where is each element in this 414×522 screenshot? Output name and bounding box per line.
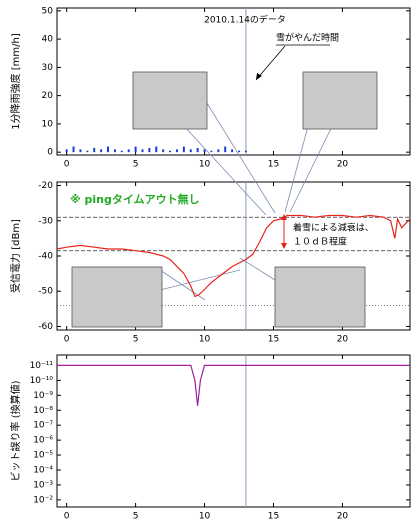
bar — [210, 150, 213, 153]
y-tick-label: 10⁻⁴ — [33, 465, 53, 475]
bar — [100, 149, 103, 153]
y-tick-label: 10⁻¹⁰ — [30, 376, 54, 386]
y-tick-label: -20 — [38, 181, 53, 191]
connector — [159, 269, 241, 291]
y-tick-label: 50 — [42, 6, 54, 16]
x-tick-label: 20 — [337, 512, 349, 522]
bar — [175, 149, 178, 153]
annotation: 着雪による減衰は、 — [293, 222, 374, 234]
y-axis-label: 1分降雨強度 [mm/h] — [9, 33, 22, 130]
x-tick-label: 0 — [64, 512, 70, 522]
bar — [72, 146, 75, 153]
annotation-arrow — [255, 45, 286, 81]
x-tick-label: 10 — [199, 335, 211, 345]
bar — [79, 149, 82, 153]
chart-title: 2010.1.14のデータ — [204, 14, 286, 26]
bar — [217, 149, 220, 153]
x-tick-label: 20 — [337, 335, 349, 345]
x-tick-label: 15 — [268, 335, 279, 345]
y-tick-label: 10⁻⁵ — [33, 451, 53, 461]
y-tick-label: 30 — [42, 63, 54, 73]
bar — [134, 146, 137, 153]
x-tick-label: 15 — [268, 160, 279, 170]
y-axis-label: 受信電力 [dBm] — [9, 219, 22, 293]
x-tick-label: 10 — [199, 512, 211, 522]
y-axis-label: ビット誤り率 (換算値) — [9, 380, 22, 481]
plot-frame — [56, 354, 411, 508]
bar — [127, 149, 130, 153]
x-tick-label: 15 — [268, 512, 279, 522]
arrow-head — [256, 73, 262, 80]
bar — [113, 149, 116, 153]
x-tick-label: 0 — [64, 160, 70, 170]
plot-frame — [56, 7, 411, 156]
connector — [204, 99, 276, 214]
bar — [107, 146, 110, 153]
x-tick-label: 5 — [133, 160, 139, 170]
y-tick-label: 10⁻¹¹ — [30, 361, 54, 371]
photo — [132, 71, 208, 130]
y-tick-label: 0 — [47, 148, 53, 158]
photo — [302, 71, 378, 130]
annotation: １０ｄＢ程度 — [293, 236, 347, 248]
bar — [196, 147, 199, 153]
photo — [274, 266, 366, 328]
x-tick-label: 20 — [337, 160, 349, 170]
bar — [141, 149, 144, 153]
bar — [238, 150, 241, 153]
bar — [231, 149, 234, 153]
y-tick-label: 10⁻⁷ — [33, 421, 53, 431]
annotation: ※ pingタイムアウト無し — [70, 192, 200, 206]
bar — [93, 147, 96, 153]
bar — [86, 150, 89, 153]
bar — [148, 147, 151, 153]
bar — [155, 146, 158, 153]
x-tick-label: 5 — [133, 335, 139, 345]
y-tick-label: 10⁻⁶ — [33, 436, 53, 446]
y-tick-label: 10⁻⁸ — [33, 406, 53, 416]
y-tick-label: -60 — [38, 322, 53, 332]
y-tick-label: 40 — [42, 35, 54, 45]
bar — [244, 150, 247, 153]
y-tick-label: 10⁻⁹ — [33, 391, 53, 401]
bar — [120, 150, 123, 153]
bar — [203, 149, 206, 153]
y-tick-label: 10 — [42, 119, 54, 129]
photo — [71, 266, 163, 328]
y-tick-label: 10⁻³ — [33, 480, 53, 490]
connector — [239, 257, 276, 281]
y-tick-label: -40 — [38, 252, 53, 262]
y-tick-label: 10⁻² — [33, 495, 53, 505]
bar — [189, 149, 192, 153]
bar — [224, 146, 227, 153]
data-line — [56, 214, 411, 298]
y-tick-label: -30 — [38, 216, 53, 226]
x-tick-label: 0 — [64, 335, 70, 345]
x-tick-label: 5 — [133, 512, 139, 522]
bar — [169, 150, 172, 153]
bar — [65, 149, 68, 153]
data-line — [57, 364, 410, 406]
bar — [162, 149, 165, 153]
y-tick-label: 20 — [42, 91, 54, 101]
bar — [182, 146, 185, 153]
y-tick-label: -50 — [38, 287, 53, 297]
photos — [71, 71, 378, 328]
annotation: 雪がやんだ時間 — [276, 32, 339, 44]
x-tick-label: 10 — [199, 160, 211, 170]
